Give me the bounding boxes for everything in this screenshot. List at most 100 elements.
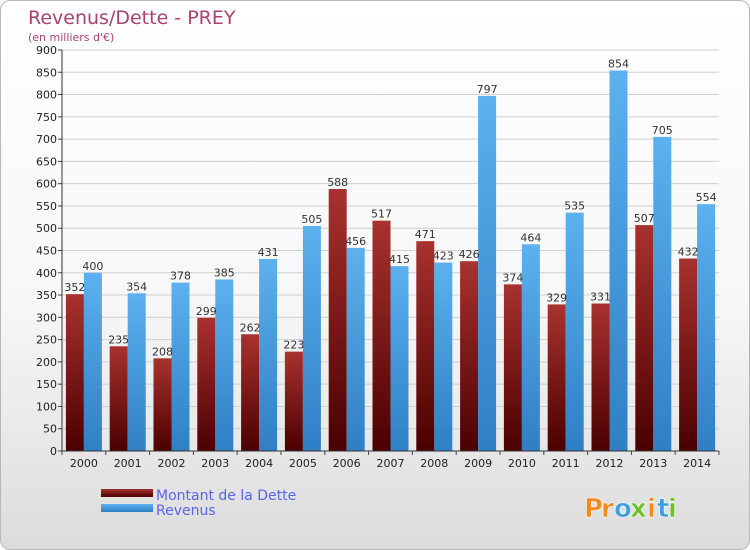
data-label: 517 <box>371 208 392 221</box>
y-tick-label: 0 <box>50 445 57 458</box>
bar-dette-2014 <box>679 258 698 451</box>
y-tick-label: 600 <box>36 178 57 191</box>
bar-revenus-2000 <box>83 272 102 451</box>
data-label: 705 <box>652 124 673 137</box>
bar-dette-2008 <box>416 241 435 451</box>
data-label: 262 <box>240 321 261 334</box>
data-label: 535 <box>564 200 585 213</box>
bar-revenus-2008 <box>434 262 453 451</box>
x-tick-label: 2002 <box>158 457 186 470</box>
bar-revenus-2005 <box>302 225 321 451</box>
x-tick-label: 2014 <box>683 457 711 470</box>
y-tick-label: 250 <box>36 334 57 347</box>
bar-revenus-2013 <box>653 136 672 451</box>
data-label: 208 <box>152 345 173 358</box>
data-label: 235 <box>108 333 129 346</box>
data-label: 554 <box>696 191 717 204</box>
bar-revenus-2012 <box>609 70 628 452</box>
logo-letter: r <box>601 494 614 524</box>
data-label: 423 <box>433 250 454 263</box>
bar-dette-2010 <box>503 284 522 451</box>
legend-swatch-revenus <box>101 504 153 512</box>
bar-revenus-2006 <box>346 247 365 451</box>
chart-subtitle: (en milliers d'€) <box>28 31 114 44</box>
y-tick-label: 300 <box>36 311 57 324</box>
y-tick-label: 500 <box>36 222 57 235</box>
data-label: 854 <box>608 57 629 70</box>
x-tick-label: 2004 <box>245 457 273 470</box>
data-label: 588 <box>327 176 348 189</box>
x-tick-label: 2003 <box>201 457 229 470</box>
x-tick-label: 2000 <box>70 457 98 470</box>
logo-letter: P <box>584 494 603 524</box>
bar-dette-2007 <box>372 220 391 451</box>
data-label: 299 <box>196 305 217 318</box>
y-tick-label: 700 <box>36 133 57 146</box>
bar-revenus-2003 <box>215 279 234 451</box>
data-label: 797 <box>477 83 498 96</box>
logo-letter: t <box>657 494 669 524</box>
bar-dette-2003 <box>197 317 216 451</box>
bar-dette-2012 <box>591 303 610 451</box>
legend-label-revenus: Revenus <box>156 503 216 519</box>
axes <box>61 50 719 452</box>
y-axis-ticks: 0 50 100 150 200 250 300 350 400 450 500 550 600 650 7… <box>36 44 62 458</box>
bars <box>65 70 716 452</box>
legend-swatch-debt <box>101 489 153 497</box>
proxiti-logo: Pr ox i ti <box>584 494 678 525</box>
data-label: 378 <box>170 270 191 283</box>
x-tick-label: 2011 <box>552 457 580 470</box>
y-tick-label: 200 <box>36 356 57 369</box>
x-tick-label: 2009 <box>464 457 492 470</box>
legend-label-debt: Montant de la Dette <box>156 488 296 504</box>
bar-dette-2013 <box>635 225 654 451</box>
data-label: 352 <box>64 281 85 294</box>
bar-dette-2006 <box>328 189 347 451</box>
data-label: 223 <box>283 339 304 352</box>
logo-letter: i <box>647 494 656 524</box>
data-label: 471 <box>415 228 436 241</box>
bar-dette-2000 <box>65 294 84 451</box>
data-label: 374 <box>502 271 523 284</box>
y-tick-label: 100 <box>36 400 57 413</box>
x-tick-label: 2013 <box>639 457 667 470</box>
data-label: 400 <box>82 260 103 273</box>
x-tick-label: 2001 <box>114 457 142 470</box>
chart-title: Revenus/Dette - PREY <box>28 7 236 29</box>
y-tick-label: 150 <box>36 378 57 391</box>
x-tick-label: 2012 <box>596 457 624 470</box>
x-tick-label: 2006 <box>333 457 361 470</box>
data-label: 505 <box>301 213 322 226</box>
x-tick-label: 2007 <box>377 457 405 470</box>
bar-revenus-2011 <box>565 212 584 451</box>
y-tick-label: 350 <box>36 289 57 302</box>
bar-revenus-2004 <box>259 258 278 451</box>
bar-revenus-2009 <box>478 95 497 452</box>
bar-dette-2011 <box>547 304 566 451</box>
data-label: 507 <box>634 212 655 225</box>
x-tick-label: 2008 <box>420 457 448 470</box>
data-label: 331 <box>590 291 611 304</box>
data-label: 432 <box>678 246 699 259</box>
bar-dette-2002 <box>153 358 172 451</box>
bar-revenus-2010 <box>521 244 540 451</box>
x-axis-ticks: 2000 2001 2002 2003 2004 2005 2006 2007 2008 2009… <box>61 451 720 470</box>
bar-dette-2004 <box>241 334 260 451</box>
y-tick-label: 750 <box>36 111 57 124</box>
data-label: 431 <box>258 246 279 259</box>
y-tick-label: 400 <box>36 267 57 280</box>
data-labels: 352 400 235 354 208 378 299 385 262 431 223 505 588 4… <box>64 57 716 358</box>
logo-letter: o <box>614 494 632 524</box>
y-tick-label: 550 <box>36 200 57 213</box>
y-tick-label: 650 <box>36 155 57 168</box>
bar-revenus-2007 <box>390 266 409 451</box>
data-label: 426 <box>459 248 480 261</box>
data-label: 385 <box>214 266 235 279</box>
bar-dette-2009 <box>460 261 479 451</box>
y-tick-label: 800 <box>36 89 57 102</box>
data-label: 456 <box>345 235 366 248</box>
logo-letter: i <box>668 494 677 524</box>
y-tick-label: 850 <box>36 66 57 79</box>
legend: Montant de la Dette Revenus <box>101 488 296 519</box>
